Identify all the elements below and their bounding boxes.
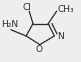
Text: Cl: Cl (23, 3, 32, 12)
Text: H₂N: H₂N (1, 20, 18, 29)
Text: N: N (57, 32, 64, 41)
Text: O: O (36, 45, 43, 54)
Text: CH₃: CH₃ (57, 5, 74, 14)
